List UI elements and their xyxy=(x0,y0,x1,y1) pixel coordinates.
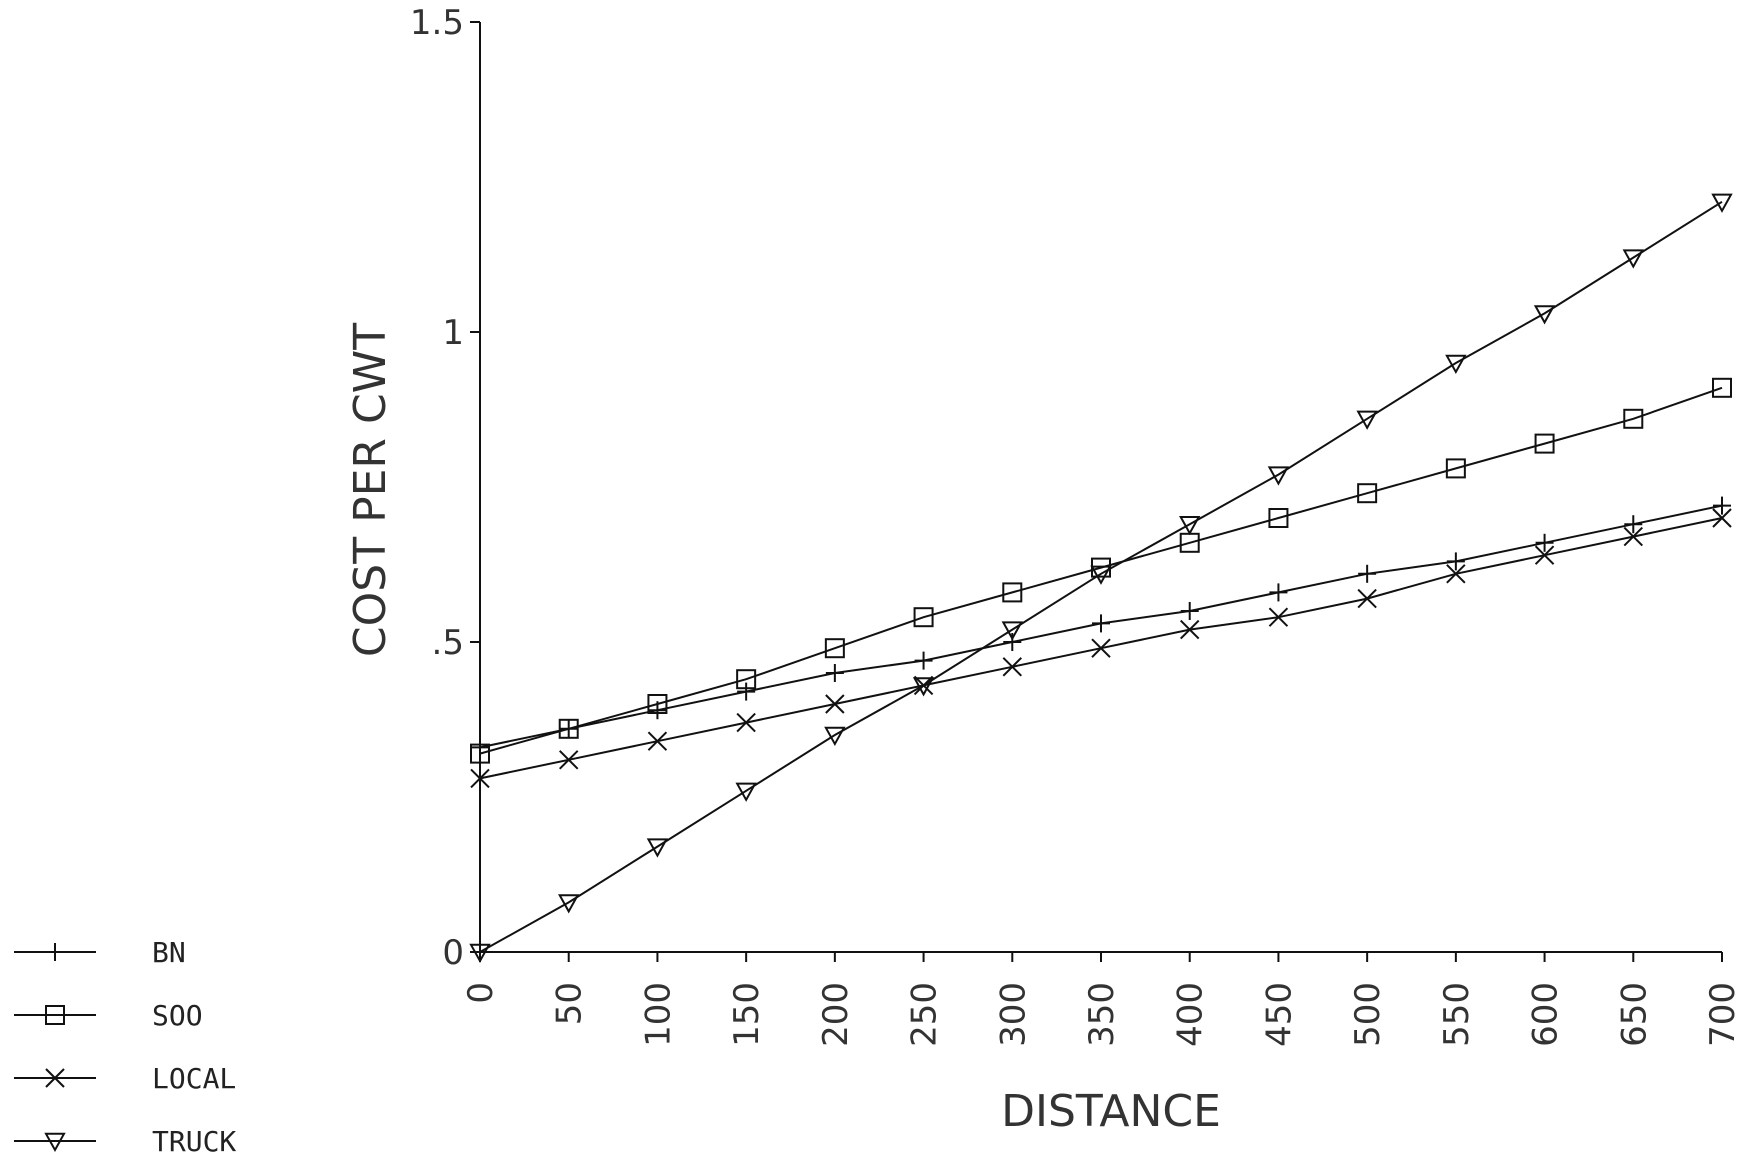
series-bn xyxy=(471,496,1731,757)
legend-label: BN xyxy=(152,936,186,969)
data-point-soo xyxy=(647,694,668,714)
data-point-bn xyxy=(1092,614,1110,633)
y-tick-label: 0 xyxy=(442,933,464,973)
x-tick-label: 50 xyxy=(550,982,590,1025)
data-point-local xyxy=(1268,607,1289,627)
x-tick-label: 500 xyxy=(1348,982,1388,1047)
data-point-soo xyxy=(558,718,579,739)
series-soo xyxy=(470,377,1732,764)
data-point-bn xyxy=(1269,583,1288,602)
data-point-soo xyxy=(1268,508,1289,528)
data-point-local xyxy=(559,750,579,770)
data-point-local xyxy=(1357,588,1377,609)
data-point-soo xyxy=(913,607,934,628)
x-tick-label: 250 xyxy=(905,982,945,1047)
y-ticks: 0 .5 1 1.5 xyxy=(410,3,480,973)
legend: BN SOO LOCAL TRUCK xyxy=(14,936,236,1154)
marker-triangle-down xyxy=(44,1132,66,1153)
x-tick-label: 700 xyxy=(1703,982,1743,1047)
legend-item-local: LOCAL xyxy=(14,1062,236,1095)
axes xyxy=(479,22,1722,953)
data-point-soo xyxy=(1002,582,1023,603)
marker-square xyxy=(45,1005,65,1025)
x-tick-label: 150 xyxy=(727,982,767,1047)
data-point-bn xyxy=(1003,633,1022,651)
data-point-bn xyxy=(1535,533,1554,552)
data-point-truck xyxy=(1356,410,1378,430)
x-tick-label: 100 xyxy=(638,982,678,1047)
data-point-local xyxy=(1623,526,1643,547)
x-axis-label: DISTANCE xyxy=(1001,1086,1221,1137)
legend-label: SOO xyxy=(152,999,203,1032)
x-ticks: 0 50 100 150 200 250 300 350 400 450 500 550 600 650 7… xyxy=(461,952,1743,1047)
data-point-local xyxy=(1180,619,1200,640)
data-point-truck xyxy=(469,943,491,964)
data-point-truck xyxy=(558,894,580,914)
data-point-soo xyxy=(470,743,490,764)
data-point-local xyxy=(1534,545,1555,565)
data-point-bn xyxy=(1446,552,1465,571)
y-tick-label: 1 xyxy=(442,313,464,353)
x-tick-label: 350 xyxy=(1082,982,1122,1047)
data-point-truck xyxy=(1711,193,1733,213)
x-tick-label: 200 xyxy=(816,982,856,1047)
y-axis-label: COST PER CWT xyxy=(345,323,396,657)
data-point-local xyxy=(1091,638,1111,658)
series-group xyxy=(469,193,1733,964)
data-point-truck xyxy=(824,726,846,747)
data-point-truck xyxy=(912,677,935,697)
data-point-truck xyxy=(1533,305,1556,325)
data-point-local xyxy=(647,731,668,751)
data-point-local xyxy=(736,712,756,733)
data-point-soo xyxy=(1534,433,1555,454)
x-tick-label: 550 xyxy=(1437,982,1477,1047)
series-truck xyxy=(469,193,1733,964)
data-point-soo xyxy=(1712,377,1732,398)
legend-item-soo: SOO xyxy=(14,999,203,1032)
data-point-bn xyxy=(737,682,756,701)
y-tick-label: 1.5 xyxy=(410,3,464,43)
data-point-truck xyxy=(1267,466,1290,486)
data-point-soo xyxy=(1357,483,1378,504)
data-point-bn xyxy=(825,664,844,682)
x-tick-label: 600 xyxy=(1526,982,1566,1047)
data-point-local xyxy=(1002,657,1022,677)
data-point-bn xyxy=(1624,515,1643,534)
legend-label: TRUCK xyxy=(152,1125,236,1154)
data-point-bn xyxy=(1180,602,1199,620)
data-point-local xyxy=(1712,508,1732,528)
series-line-truck xyxy=(479,200,1723,953)
legend-label: LOCAL xyxy=(152,1062,236,1095)
data-point-soo xyxy=(1623,408,1644,429)
data-point-bn xyxy=(1358,564,1377,583)
legend-item-bn: BN xyxy=(14,936,186,969)
data-point-truck xyxy=(735,782,757,802)
marker-x xyxy=(45,1068,65,1088)
data-point-truck xyxy=(1622,249,1644,269)
data-point-bn xyxy=(1713,496,1731,515)
data-point-truck xyxy=(1001,621,1023,641)
data-point-truck xyxy=(1445,354,1467,375)
series-local xyxy=(470,508,1732,789)
data-point-soo xyxy=(1445,458,1466,479)
x-tick-label: 650 xyxy=(1614,982,1654,1047)
x-tick-label: 0 xyxy=(461,982,501,1004)
x-tick-label: 450 xyxy=(1259,982,1299,1047)
data-point-bn xyxy=(471,738,489,757)
data-point-bn xyxy=(914,651,933,670)
y-tick-label: .5 xyxy=(432,623,464,663)
marker-plus xyxy=(46,943,64,961)
data-point-soo xyxy=(736,669,757,690)
data-point-local xyxy=(825,694,845,714)
data-point-local xyxy=(470,768,490,789)
legend-item-truck: TRUCK xyxy=(14,1125,236,1154)
x-tick-label: 400 xyxy=(1171,982,1211,1047)
data-point-truck xyxy=(1179,516,1201,536)
data-point-soo xyxy=(824,638,845,659)
data-point-truck xyxy=(1090,565,1112,585)
data-point-truck xyxy=(646,838,669,858)
x-tick-label: 300 xyxy=(993,982,1033,1047)
data-point-local xyxy=(1446,564,1466,584)
